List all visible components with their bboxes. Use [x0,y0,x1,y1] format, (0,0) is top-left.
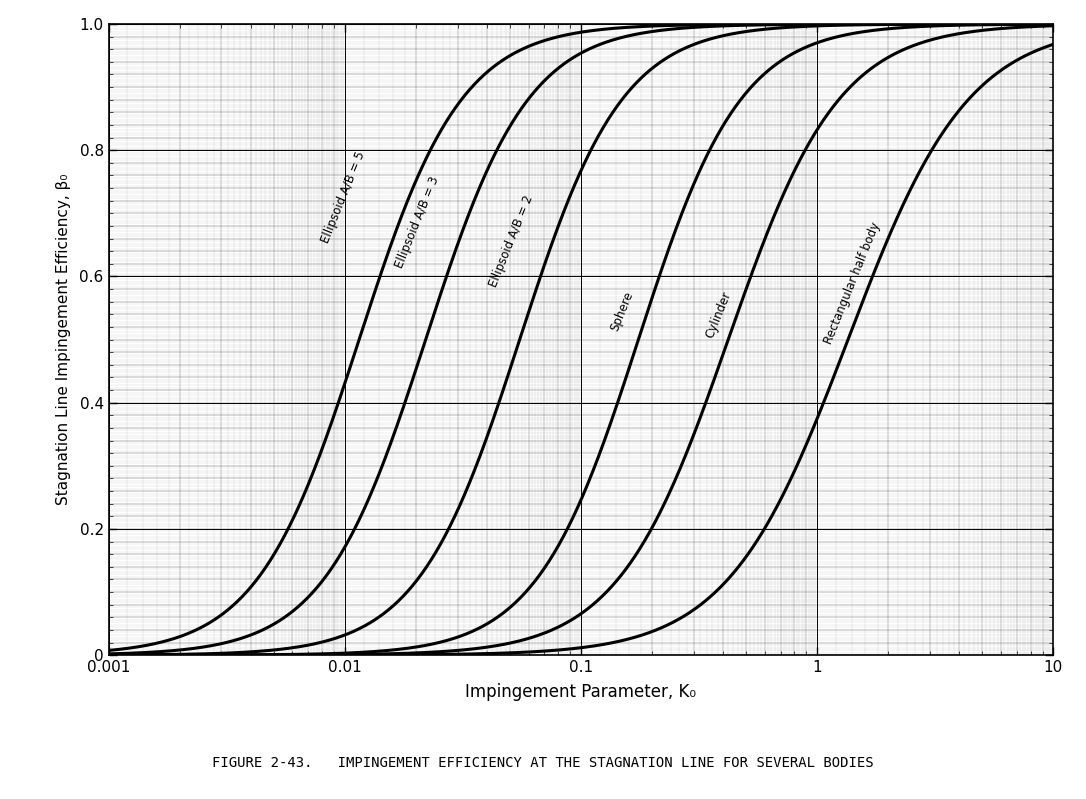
Text: Rectangular half body: Rectangular half body [822,221,883,346]
Text: Cylinder: Cylinder [704,289,734,340]
Text: Ellipsoid A/B = 2: Ellipsoid A/B = 2 [487,193,535,289]
X-axis label: Impingement Parameter, K₀: Impingement Parameter, K₀ [466,683,696,702]
Text: Ellipsoid A/B = 5: Ellipsoid A/B = 5 [319,149,368,244]
Y-axis label: Stagnation Line Impingement Efficiency, β₀: Stagnation Line Impingement Efficiency, … [56,174,72,505]
Text: FIGURE 2-43.   IMPINGEMENT EFFICIENCY AT THE STAGNATION LINE FOR SEVERAL BODIES: FIGURE 2-43. IMPINGEMENT EFFICIENCY AT T… [212,756,874,770]
Text: Sphere: Sphere [608,290,635,333]
Text: Ellipsoid A/B = 3: Ellipsoid A/B = 3 [393,175,442,270]
